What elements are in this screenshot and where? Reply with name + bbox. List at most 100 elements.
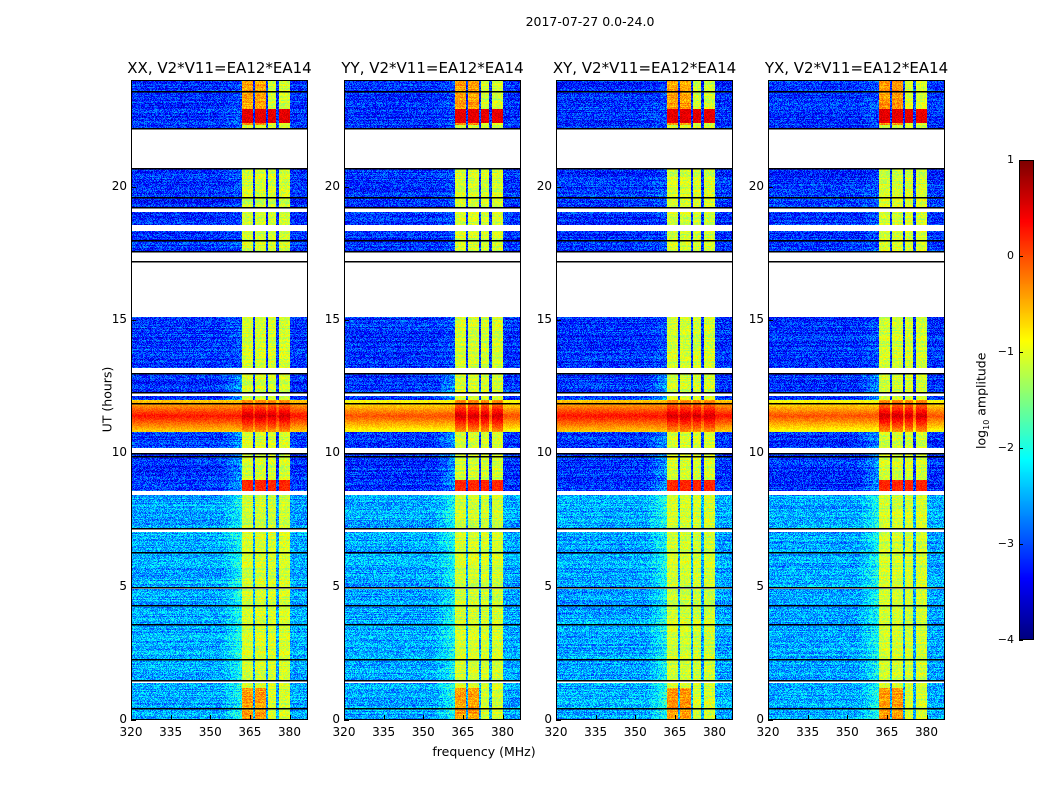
colorbar-gradient bbox=[1020, 161, 1033, 639]
y-tick-label: 0 bbox=[119, 712, 127, 726]
x-tick-mark bbox=[768, 715, 769, 720]
x-tick-mark bbox=[674, 715, 676, 720]
y-tick-mark bbox=[131, 320, 136, 321]
colorbar-tick-mark bbox=[1019, 448, 1023, 449]
x-tick-label: 320 bbox=[544, 725, 568, 739]
x-tick-mark bbox=[423, 715, 425, 720]
x-tick-mark bbox=[462, 715, 464, 720]
x-tick-mark bbox=[170, 715, 172, 720]
y-tick-label: 15 bbox=[536, 312, 552, 326]
x-tick-mark bbox=[595, 715, 597, 720]
x-tick-label: 350 bbox=[198, 725, 222, 739]
x-tick-mark bbox=[886, 715, 888, 720]
heatmap-image bbox=[768, 80, 945, 720]
y-tick-label: 0 bbox=[756, 712, 764, 726]
y-tick-mark bbox=[344, 186, 349, 188]
y-tick-mark bbox=[344, 586, 349, 588]
x-tick-label: 380 bbox=[915, 725, 938, 739]
y-tick-label: 10 bbox=[748, 445, 764, 460]
colorbar-tick-mark bbox=[1019, 352, 1023, 353]
y-tick-label: 15 bbox=[324, 312, 340, 326]
colorbar-tick-label: 0 bbox=[1007, 249, 1014, 262]
x-tick-mark bbox=[131, 715, 132, 720]
panel-title: XX, V2*V11=EA12*EA14 bbox=[127, 59, 312, 77]
y-tick-mark bbox=[131, 186, 136, 188]
y-tick-mark bbox=[556, 186, 561, 188]
colorbar-tick-label: 1 bbox=[1007, 153, 1014, 166]
y-tick-label: 5 bbox=[332, 578, 340, 593]
y-tick-label: 15 bbox=[111, 312, 127, 326]
x-tick-mark bbox=[502, 715, 504, 720]
x-tick-label: 365 bbox=[875, 725, 899, 739]
x-tick-label: 335 bbox=[159, 725, 183, 739]
y-tick-mark bbox=[344, 320, 349, 321]
y-tick-label: 10 bbox=[111, 445, 127, 460]
y-tick-mark bbox=[131, 453, 136, 455]
x-tick-label: 320 bbox=[332, 725, 356, 739]
colorbar-tick-label: −2 bbox=[997, 441, 1014, 454]
panel-title: YX, V2*V11=EA12*EA14 bbox=[764, 59, 949, 77]
y-tick-label: 15 bbox=[748, 312, 764, 326]
y-tick-label: 0 bbox=[544, 712, 552, 726]
x-tick-label: 335 bbox=[584, 725, 608, 739]
y-tick-label: 5 bbox=[544, 578, 552, 593]
colorbar-tick-label: −1 bbox=[997, 345, 1014, 358]
x-tick-mark bbox=[556, 715, 557, 720]
y-tick-mark bbox=[768, 453, 773, 455]
x-tick-label: 365 bbox=[451, 725, 475, 739]
y-tick-label: 20 bbox=[111, 178, 127, 193]
y-tick-label: 5 bbox=[119, 578, 127, 593]
heatmap-image bbox=[344, 80, 521, 720]
y-tick-mark bbox=[556, 586, 561, 588]
colorbar-tick-mark bbox=[1019, 256, 1023, 257]
colorbar-label-suffix: amplitude bbox=[973, 352, 989, 420]
x-tick-label: 350 bbox=[411, 725, 435, 739]
x-tick-label: 350 bbox=[623, 725, 647, 739]
colorbar-tick-label: −3 bbox=[997, 537, 1014, 550]
x-tick-mark bbox=[714, 715, 716, 720]
x-axis-label: frequency (MHz) bbox=[432, 744, 536, 759]
x-tick-mark bbox=[344, 715, 345, 720]
y-tick-mark bbox=[344, 720, 349, 721]
colorbar-tick-mark bbox=[1019, 160, 1023, 161]
y-axis-label: UT (hours) bbox=[99, 366, 115, 433]
colorbar-tick-mark bbox=[1019, 544, 1023, 545]
x-tick-label: 365 bbox=[238, 725, 262, 739]
panel-title: YY, V2*V11=EA12*EA14 bbox=[341, 59, 524, 77]
x-tick-label: 320 bbox=[756, 725, 780, 739]
panel-title: XY, V2*V11=EA12*EA14 bbox=[552, 59, 737, 77]
x-tick-mark bbox=[807, 715, 809, 720]
y-tick-mark bbox=[556, 720, 561, 721]
colorbar bbox=[1019, 160, 1034, 640]
x-tick-mark bbox=[383, 715, 385, 720]
y-tick-label: 20 bbox=[324, 178, 340, 193]
y-tick-mark bbox=[768, 186, 773, 188]
x-tick-label: 380 bbox=[278, 725, 301, 739]
y-tick-label: 5 bbox=[756, 578, 764, 593]
x-tick-label: 350 bbox=[835, 725, 859, 739]
y-tick-mark bbox=[556, 453, 561, 455]
y-tick-mark bbox=[556, 320, 561, 321]
y-tick-label: 10 bbox=[324, 445, 340, 460]
y-tick-label: 20 bbox=[536, 178, 552, 193]
y-tick-label: 0 bbox=[332, 712, 340, 726]
x-tick-mark bbox=[210, 715, 212, 720]
x-tick-mark bbox=[249, 715, 251, 720]
y-tick-mark bbox=[768, 720, 773, 721]
x-tick-label: 320 bbox=[119, 725, 143, 739]
x-tick-mark bbox=[926, 715, 928, 720]
heatmap-image bbox=[131, 80, 308, 720]
x-tick-label: 335 bbox=[372, 725, 396, 739]
x-tick-label: 335 bbox=[796, 725, 820, 739]
x-tick-label: 380 bbox=[703, 725, 726, 739]
x-tick-mark bbox=[847, 715, 849, 720]
x-tick-label: 365 bbox=[663, 725, 687, 739]
y-tick-mark bbox=[768, 320, 773, 321]
figure-title: 2017-07-27 0.0-24.0 bbox=[525, 14, 655, 29]
x-tick-mark bbox=[289, 715, 291, 720]
colorbar-label-sub: 10 bbox=[981, 419, 991, 430]
x-tick-mark bbox=[635, 715, 637, 720]
y-tick-label: 20 bbox=[748, 178, 764, 193]
y-tick-label: 10 bbox=[536, 445, 552, 460]
colorbar-tick-mark bbox=[1019, 640, 1023, 641]
